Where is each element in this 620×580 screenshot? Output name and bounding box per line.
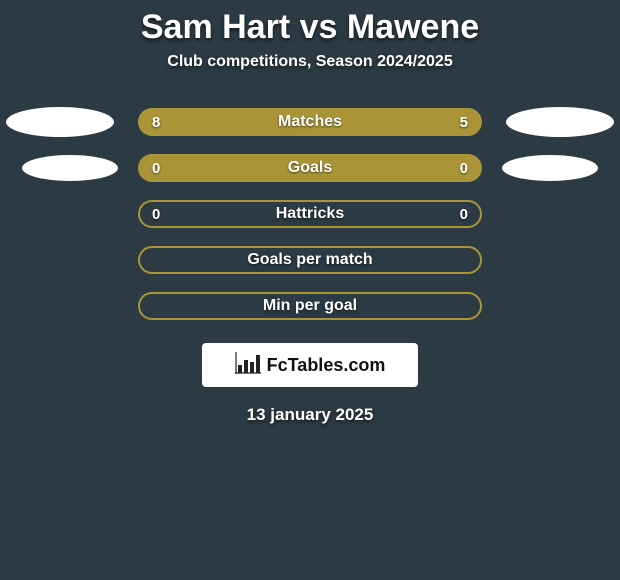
stat-bar: Goals0 0 (138, 154, 482, 182)
comparison-rows: Matches85Goals00Hattricks00Goals per mat… (0, 99, 620, 329)
stat-bar: Goals per match (138, 246, 482, 274)
logo-box: FcTables.com (202, 343, 418, 387)
stat-value-right: 0 (460, 160, 468, 177)
stat-value-left: 0 (152, 160, 160, 177)
stat-label: Matches (140, 113, 480, 131)
stat-bar: Matches8 5 (138, 108, 482, 136)
stat-label: Goals per match (140, 251, 480, 269)
stat-label: Hattricks (140, 205, 480, 223)
side-ellipse (502, 155, 598, 181)
comparison-row: Hattricks0 0 (0, 191, 620, 237)
stat-bar: Min per goal (138, 292, 482, 320)
stat-label: Goals (140, 159, 480, 177)
stat-value-left: 0 (152, 206, 160, 223)
footer-date: 13 january 2025 (0, 405, 620, 425)
stat-value-right: 5 (460, 114, 468, 131)
bar-chart-icon (235, 352, 261, 379)
side-ellipse (6, 107, 114, 137)
page-root: Sam Hart vs Mawene Club competitions, Se… (0, 8, 620, 580)
page-title: Sam Hart vs Mawene (0, 8, 620, 47)
comparison-row: Goals0 0 (0, 145, 620, 191)
logo-text: FcTables.com (267, 355, 386, 376)
page-subtitle: Club competitions, Season 2024/2025 (0, 53, 620, 71)
comparison-row: Matches8 5 (0, 99, 620, 145)
side-ellipse (506, 107, 614, 137)
stat-value-right: 0 (460, 206, 468, 223)
side-ellipse (22, 155, 118, 181)
comparison-row: Min per goal (0, 283, 620, 329)
stat-value-left: 8 (152, 114, 160, 131)
logo-inner: FcTables.com (235, 352, 386, 379)
stat-label: Min per goal (140, 297, 480, 315)
stat-bar: Hattricks0 0 (138, 200, 482, 228)
comparison-row: Goals per match (0, 237, 620, 283)
